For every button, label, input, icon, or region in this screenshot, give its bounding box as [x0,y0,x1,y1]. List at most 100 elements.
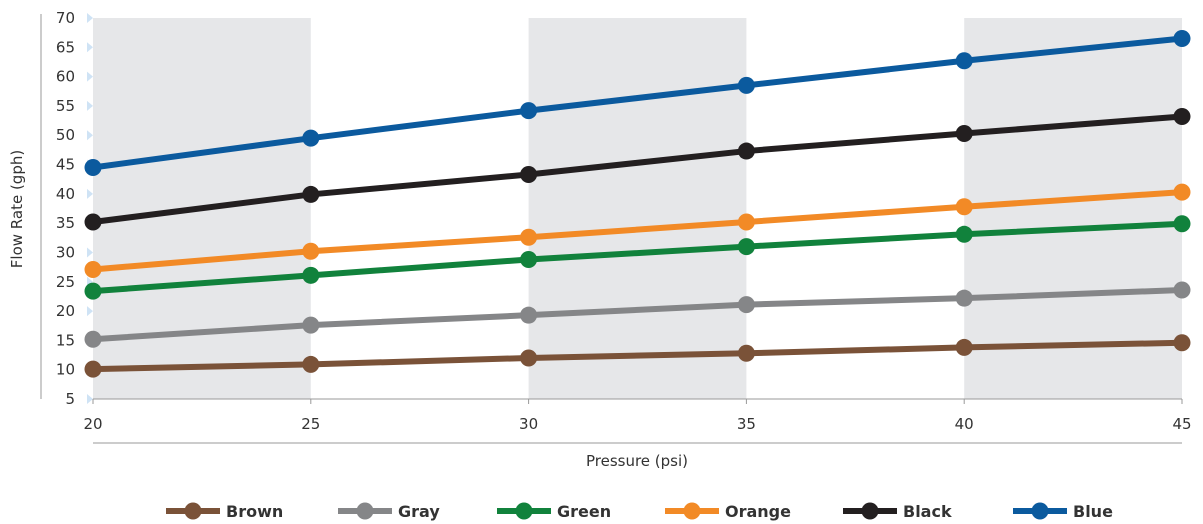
x-tick-label: 45 [1172,415,1191,433]
legend-item-brown: Brown [166,502,283,521]
x-tick-label: 30 [519,415,538,433]
data-point [1173,334,1191,352]
x-tick-label: 35 [737,415,756,433]
data-point [302,355,320,373]
legend-item-blue: Blue [1013,502,1113,521]
y-tick-label: 70 [56,9,75,27]
y-tick-marker [87,130,93,141]
data-point [302,316,320,334]
y-tick-label: 10 [56,361,75,379]
data-point [955,338,973,356]
x-tick-label: 40 [955,415,974,433]
legend-label: Blue [1073,502,1113,521]
y-tick-marker [87,42,93,53]
data-point [737,142,755,160]
y-tick-marker [87,100,93,111]
data-point [520,166,538,184]
x-axis: 20 25 30 35 40 45 [83,398,1192,444]
x-axis-title: Pressure (psi) [586,452,688,470]
data-point [955,289,973,307]
y-tick-label: 30 [56,243,75,261]
legend-swatch-marker [1031,502,1049,520]
y-tick-marker [87,306,93,317]
data-point [1173,107,1191,125]
data-point [737,213,755,231]
legend-label: Orange [725,502,791,521]
data-point [84,282,102,300]
legend-item-black: Black [843,502,952,521]
background-bands [93,18,1182,399]
y-tick-label: 5 [65,390,75,408]
y-tick-label: 40 [56,185,75,203]
data-point [302,129,320,147]
series-line [92,220,1183,295]
data-point [1173,30,1191,48]
y-tick-label: 15 [56,331,75,349]
data-point [737,344,755,362]
grid-band [528,18,747,399]
legend-swatch-marker [683,502,701,520]
series-blue [84,30,1191,176]
grid-band [964,18,1182,399]
y-axis-title: Flow Rate (gph) [8,150,26,268]
x-tick-label: 20 [83,415,102,433]
series-green [84,215,1191,300]
data-point [1173,215,1191,233]
y-tick-label: 25 [56,273,75,291]
legend-swatch-marker [861,502,879,520]
data-point [84,158,102,176]
data-point [84,213,102,231]
legend-swatch-marker [356,502,374,520]
data-point [737,238,755,256]
data-point [302,266,320,284]
data-point [520,306,538,324]
data-point [1173,183,1191,201]
legend: Brown Gray Green Orange Black Blue [166,502,1113,521]
y-tick-label: 45 [56,156,75,174]
data-point [520,228,538,246]
data-point [520,102,538,120]
legend-label: Green [557,502,611,521]
y-axis: 5 10 15 20 25 30 35 40 45 50 55 60 65 70 [40,9,93,408]
series-brown [84,334,1191,378]
series-group [84,30,1191,378]
legend-item-green: Green [497,502,611,521]
series-orange [84,183,1191,278]
data-point [302,242,320,260]
data-point [955,124,973,142]
data-point [84,360,102,378]
legend-swatch-marker [184,502,202,520]
y-tick-label: 35 [56,214,75,232]
series-line [92,339,1183,373]
y-tick-marker [87,188,93,199]
legend-item-gray: Gray [338,502,440,521]
series-line [92,286,1183,343]
data-point [737,296,755,314]
data-point [520,250,538,268]
y-tick-marker [87,394,93,404]
legend-label: Gray [398,502,440,521]
legend-item-orange: Orange [665,502,791,521]
legend-swatch-marker [515,502,533,520]
series-line [92,35,1183,171]
series-line [92,189,1183,273]
y-tick-marker [87,13,93,23]
series-line [92,113,1183,225]
y-tick-marker [87,71,93,82]
legend-label: Brown [226,502,283,521]
series-gray [84,281,1191,348]
data-point [955,52,973,70]
y-tick-label: 60 [56,68,75,86]
series-black [84,107,1191,231]
data-point [1173,281,1191,299]
data-point [737,76,755,94]
y-tick-label: 55 [56,97,75,115]
data-point [302,185,320,203]
data-point [520,349,538,367]
legend-label: Black [903,502,952,521]
y-tick-label: 50 [56,126,75,144]
data-point [955,225,973,243]
y-tick-marker [87,247,93,258]
data-point [955,198,973,216]
